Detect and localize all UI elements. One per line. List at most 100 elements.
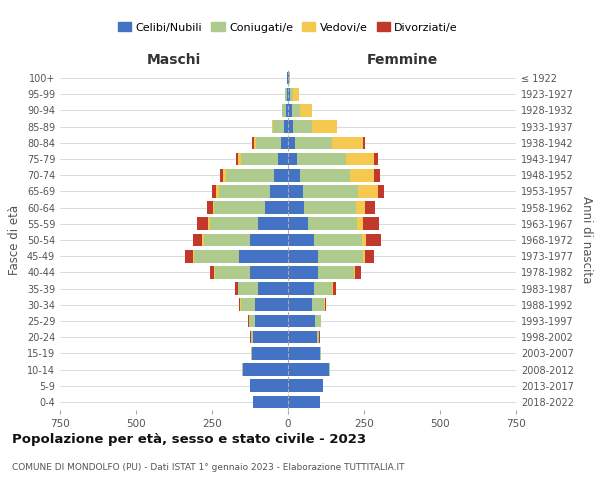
Bar [288,314,316,328]
Bar [210,266,214,278]
Bar [215,266,250,278]
Bar [212,185,216,198]
Bar [194,250,239,262]
Bar [238,282,257,295]
Bar [365,250,374,262]
Bar [214,266,215,278]
Y-axis label: Anni di nascita: Anni di nascita [580,196,593,284]
Bar [257,218,288,230]
Bar [193,234,202,246]
Bar [248,314,249,328]
Bar [251,331,253,344]
Bar [274,169,288,181]
Bar [365,234,382,246]
Bar [374,169,380,181]
Bar [316,314,321,328]
Bar [350,169,374,181]
Bar [357,218,363,230]
Bar [288,234,314,246]
Bar [288,169,299,181]
Bar [355,266,361,278]
Legend: Celibi/Nubili, Coniugati/e, Vedovi/e, Divorziati/e: Celibi/Nubili, Coniugati/e, Vedovi/e, Di… [113,18,463,37]
Bar [353,266,355,278]
Bar [365,202,375,214]
Bar [358,185,377,198]
Bar [288,331,317,344]
Bar [285,88,287,101]
Bar [302,185,358,198]
Bar [209,218,257,230]
Bar [295,136,332,149]
Bar [273,120,284,133]
Bar [287,72,288,85]
Bar [242,363,243,376]
Bar [288,72,289,85]
Bar [312,120,337,133]
Bar [249,314,254,328]
Bar [299,169,350,181]
Text: Popolazione per età, sesso e stato civile - 2023: Popolazione per età, sesso e stato civil… [12,432,366,446]
Bar [288,218,308,230]
Bar [308,218,357,230]
Bar [288,202,304,214]
Bar [288,282,314,295]
Bar [325,298,326,311]
Bar [363,250,365,262]
Bar [254,136,256,149]
Bar [346,152,374,166]
Bar [288,347,320,360]
Bar [256,136,281,149]
Bar [288,396,320,408]
Bar [223,169,226,181]
Bar [238,152,241,166]
Y-axis label: Fasce di età: Fasce di età [8,205,21,275]
Bar [288,266,318,278]
Bar [281,136,288,149]
Text: Maschi: Maschi [147,53,201,67]
Bar [253,136,254,149]
Bar [296,152,346,166]
Bar [208,218,209,230]
Bar [363,218,379,230]
Bar [241,152,278,166]
Bar [288,363,329,376]
Bar [282,104,286,117]
Bar [278,152,288,166]
Bar [226,169,274,181]
Bar [288,104,292,117]
Bar [304,202,356,214]
Bar [318,266,353,278]
Bar [235,282,238,295]
Bar [239,298,240,311]
Bar [288,152,296,166]
Bar [243,363,288,376]
Bar [254,314,288,328]
Bar [288,380,323,392]
Bar [241,298,255,311]
Bar [185,250,193,262]
Bar [284,120,288,133]
Bar [271,185,288,198]
Bar [250,266,288,278]
Text: COMUNE DI MONDOLFO (PU) - Dati ISTAT 1° gennaio 2023 - Elaborazione TUTTITALIA.I: COMUNE DI MONDOLFO (PU) - Dati ISTAT 1° … [12,462,404,471]
Bar [289,72,290,85]
Bar [321,314,322,328]
Bar [250,234,288,246]
Bar [288,88,290,101]
Bar [252,347,288,360]
Bar [374,152,378,166]
Bar [288,185,302,198]
Bar [314,234,362,246]
Bar [220,169,223,181]
Bar [255,298,288,311]
Bar [239,250,288,262]
Bar [193,250,194,262]
Bar [288,120,293,133]
Text: Femmine: Femmine [367,53,437,67]
Bar [312,298,325,311]
Bar [290,88,293,101]
Bar [363,136,365,149]
Bar [251,347,252,360]
Bar [314,282,332,295]
Bar [317,331,319,344]
